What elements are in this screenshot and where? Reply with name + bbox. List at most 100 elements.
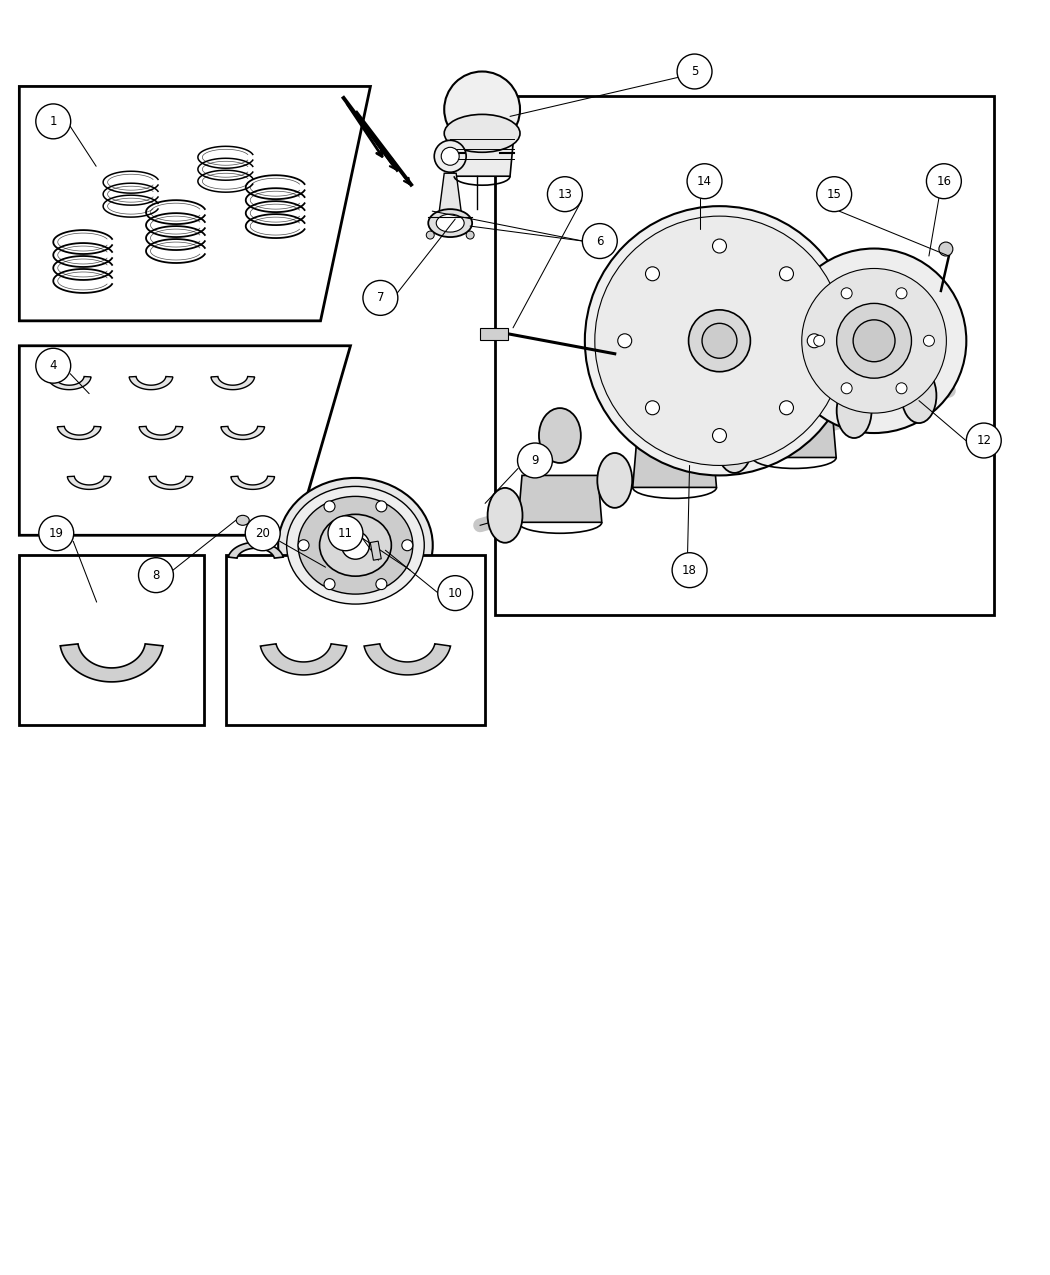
Ellipse shape [287, 486, 424, 604]
Circle shape [779, 400, 794, 414]
Text: 8: 8 [152, 569, 160, 581]
Polygon shape [228, 542, 284, 558]
Circle shape [713, 428, 727, 442]
Ellipse shape [319, 514, 392, 576]
Circle shape [807, 334, 821, 348]
Circle shape [583, 223, 617, 259]
Text: 16: 16 [937, 175, 951, 187]
Ellipse shape [717, 418, 752, 473]
Polygon shape [260, 644, 346, 674]
Polygon shape [58, 426, 101, 440]
Ellipse shape [802, 269, 946, 413]
Circle shape [39, 516, 74, 551]
Text: 19: 19 [48, 527, 64, 539]
Text: 10: 10 [447, 586, 463, 599]
Ellipse shape [539, 408, 581, 463]
Ellipse shape [585, 207, 854, 476]
Polygon shape [149, 477, 193, 490]
Circle shape [966, 423, 1002, 458]
Circle shape [896, 382, 907, 394]
Circle shape [677, 54, 712, 89]
Text: 18: 18 [682, 564, 697, 576]
Polygon shape [364, 644, 450, 674]
Circle shape [444, 71, 520, 148]
Bar [226, 555, 485, 724]
Ellipse shape [487, 488, 523, 543]
Circle shape [298, 539, 309, 551]
Text: 20: 20 [255, 527, 270, 539]
Polygon shape [633, 441, 716, 487]
Ellipse shape [594, 217, 844, 465]
Text: 1: 1 [49, 115, 57, 128]
Ellipse shape [654, 374, 695, 428]
Circle shape [341, 532, 370, 560]
Circle shape [518, 442, 552, 478]
Circle shape [324, 579, 335, 589]
Polygon shape [139, 426, 183, 440]
Text: 12: 12 [976, 434, 991, 448]
Circle shape [817, 177, 852, 212]
Ellipse shape [444, 115, 520, 152]
Polygon shape [220, 426, 265, 440]
Ellipse shape [774, 343, 815, 398]
Circle shape [466, 231, 475, 238]
Bar [496, 97, 993, 615]
Text: 13: 13 [558, 187, 572, 200]
Text: 4: 4 [49, 360, 57, 372]
Ellipse shape [441, 148, 459, 166]
Ellipse shape [782, 249, 966, 434]
Circle shape [547, 177, 583, 212]
Bar [19, 555, 204, 724]
Ellipse shape [428, 209, 472, 237]
Circle shape [402, 539, 413, 551]
Circle shape [328, 516, 363, 551]
Polygon shape [129, 376, 173, 390]
Text: 7: 7 [377, 292, 384, 305]
Circle shape [646, 266, 659, 280]
Circle shape [324, 501, 335, 511]
Polygon shape [753, 411, 836, 458]
Polygon shape [211, 376, 255, 390]
Polygon shape [67, 477, 111, 490]
Text: 6: 6 [596, 235, 604, 247]
Ellipse shape [597, 453, 632, 507]
Circle shape [36, 105, 70, 139]
Text: 14: 14 [697, 175, 712, 187]
Circle shape [246, 516, 280, 551]
Circle shape [363, 280, 398, 315]
Ellipse shape [236, 515, 249, 525]
Text: 9: 9 [531, 454, 539, 467]
Circle shape [939, 242, 952, 256]
Ellipse shape [902, 368, 937, 423]
Ellipse shape [837, 384, 871, 439]
Circle shape [139, 557, 173, 593]
Circle shape [896, 288, 907, 298]
Circle shape [426, 231, 435, 238]
Circle shape [841, 288, 853, 298]
Circle shape [646, 400, 659, 414]
Circle shape [841, 382, 853, 394]
Ellipse shape [435, 140, 466, 172]
Polygon shape [231, 477, 275, 490]
Ellipse shape [436, 214, 464, 232]
Polygon shape [47, 376, 91, 390]
Circle shape [617, 334, 632, 348]
Ellipse shape [298, 496, 413, 594]
Circle shape [926, 163, 962, 199]
Ellipse shape [837, 303, 911, 379]
Ellipse shape [689, 310, 751, 372]
Circle shape [923, 335, 934, 347]
Circle shape [438, 576, 472, 611]
Text: 11: 11 [338, 527, 353, 539]
Text: 5: 5 [691, 65, 698, 78]
Polygon shape [60, 644, 163, 682]
Polygon shape [438, 173, 462, 219]
Text: 15: 15 [826, 187, 842, 200]
Circle shape [376, 501, 386, 511]
Bar [480, 328, 508, 340]
Polygon shape [518, 476, 602, 523]
Circle shape [814, 335, 824, 347]
Polygon shape [450, 134, 514, 176]
Bar [371, 541, 381, 560]
Ellipse shape [278, 478, 433, 612]
